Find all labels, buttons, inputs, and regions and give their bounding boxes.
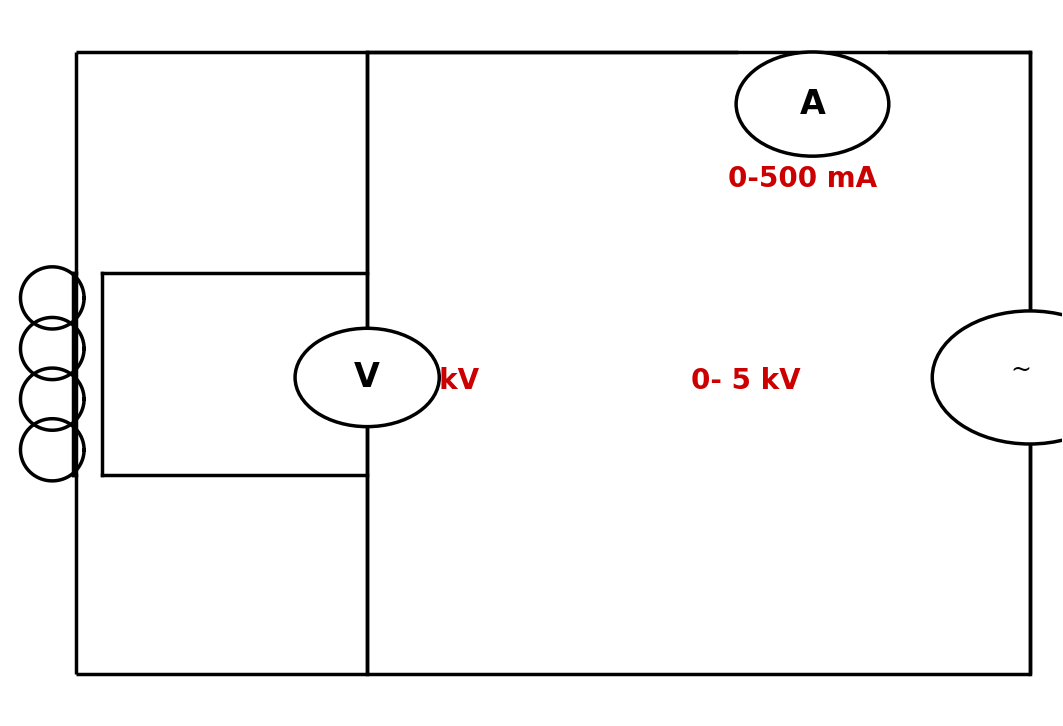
Text: 0-500 mA: 0-500 mA xyxy=(728,165,877,192)
Text: ~: ~ xyxy=(1011,359,1032,382)
Text: A: A xyxy=(799,88,825,121)
Text: 0- 5 kV: 0- 5 kV xyxy=(691,367,800,395)
Text: 5 kV: 5 kV xyxy=(409,367,478,395)
Text: V: V xyxy=(354,361,381,394)
Circle shape xyxy=(932,311,1063,444)
Circle shape xyxy=(296,328,439,427)
Circle shape xyxy=(736,52,889,156)
